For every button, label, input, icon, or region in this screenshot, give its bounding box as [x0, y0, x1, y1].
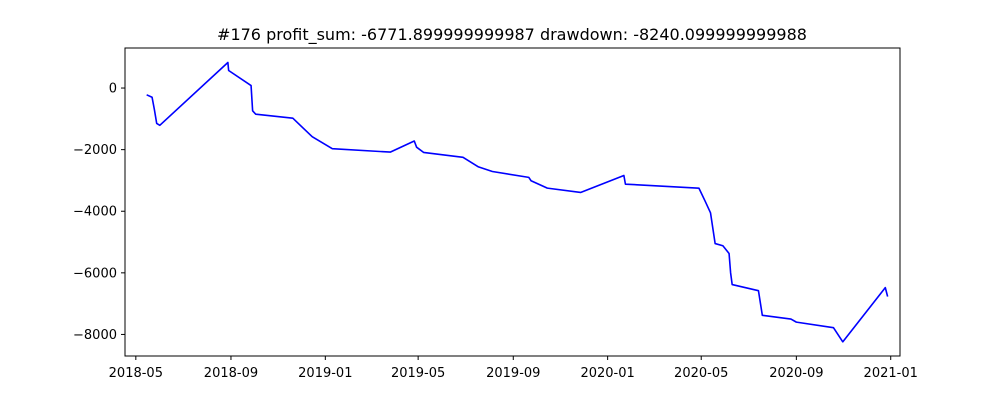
y-tick-label: −6000	[73, 266, 117, 281]
x-tick-label: 2020-05	[674, 366, 728, 381]
x-tick-label: 2018-05	[109, 366, 163, 381]
x-axis: 2018-05 2018-09 2019-01 2019-05 2019-09 2020-…	[109, 356, 918, 381]
plot-area	[125, 48, 900, 356]
x-tick-label: 2018-09	[204, 366, 258, 381]
y-tick-label: −8000	[73, 328, 117, 343]
y-tick-label: −4000	[73, 205, 117, 220]
plot-frame	[124, 47, 901, 357]
y-tick-label: −2000	[73, 143, 117, 158]
x-tick-label: 2020-01	[580, 366, 634, 381]
series-line-0	[146, 61, 889, 343]
series-layer	[146, 61, 889, 343]
x-tick-label: 2019-05	[391, 366, 445, 381]
x-tick-label: 2021-01	[864, 366, 918, 381]
x-tick-label: 2019-09	[486, 366, 540, 381]
chart-title: #176 profit_sum: -6771.899999999987 draw…	[217, 25, 807, 45]
x-tick-label: 2020-09	[769, 366, 823, 381]
y-axis: 0 −2000 −4000 −6000 −8000	[73, 82, 125, 343]
x-tick-label: 2019-01	[298, 366, 352, 381]
y-tick-label: 0	[109, 82, 117, 97]
